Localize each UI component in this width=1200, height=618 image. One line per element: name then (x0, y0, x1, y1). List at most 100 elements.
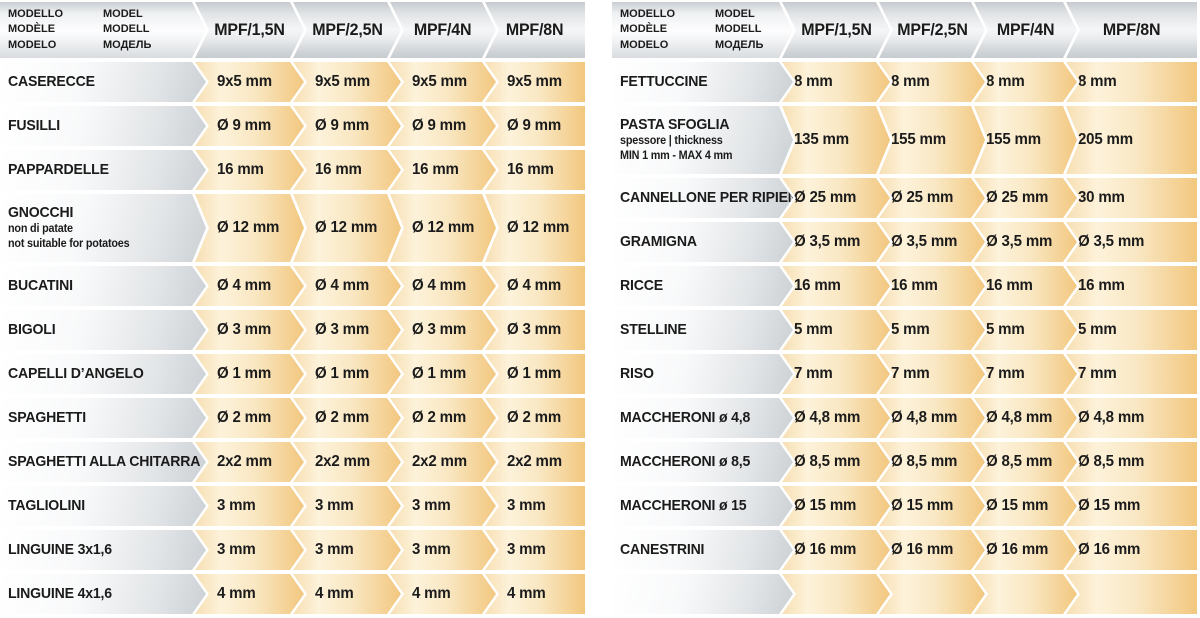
row-value-cell: 30 mm (1066, 178, 1197, 218)
row-value-cell (782, 574, 890, 614)
row-value-cell: Ø 25 mm (974, 178, 1077, 218)
row-value-cell: 8 mm (782, 62, 890, 102)
row-value-cell: Ø 3,5 mm (974, 222, 1077, 262)
row-value: Ø 3 mm (315, 321, 370, 338)
row-value: 5 mm (794, 321, 833, 338)
model-legend: MODELLO MODÈLE MODELO MODEL MODELL МОДЕЛ… (0, 2, 206, 58)
row-label: FUSILLI (8, 117, 60, 134)
row-value: 2x2 mm (507, 453, 562, 470)
row-value: 5 mm (891, 321, 930, 338)
row-label: STELLINE (620, 321, 687, 338)
row-value-cell: Ø 3 mm (390, 310, 496, 350)
row-value-cell: 5 mm (782, 310, 890, 350)
table-row: MACCHERONI ø 15 Ø 15 mm Ø 15 mm Ø 15 mm Ø 15… (612, 486, 1197, 526)
model-legend: MODELLO MODÈLE MODELO MODEL MODELL МОДЕЛ… (612, 2, 793, 58)
row-value-cell: Ø 12 mm (485, 194, 585, 262)
table-row: MACCHERONI ø 8,5 Ø 8,5 mm Ø 8,5 mm Ø 8,5 mm… (612, 442, 1197, 482)
row-value: 4 mm (217, 585, 256, 602)
row-value: 3 mm (412, 497, 451, 514)
row-value-cell: 16 mm (974, 266, 1077, 306)
row-value-cell: 16 mm (195, 150, 304, 190)
table-row: LINGUINE 3x1,6 3 mm 3 mm 3 mm 3 mm (0, 530, 585, 570)
row-value-cell: Ø 4,8 mm (974, 398, 1077, 438)
row-value-cell: Ø 1 mm (293, 354, 401, 394)
row-value: Ø 12 mm (315, 219, 378, 236)
model-name: MPF/2,5N (311, 20, 383, 39)
table-row (612, 574, 1197, 614)
row-label-cell: CANNELLONE PER RIPIENO (612, 178, 793, 218)
table-row: MACCHERONI ø 4,8 Ø 4,8 mm Ø 4,8 mm Ø 4,8 mm… (612, 398, 1197, 438)
row-value: Ø 4 mm (507, 277, 562, 294)
row-value: 8 mm (1078, 73, 1117, 90)
row-value: 8 mm (891, 73, 930, 90)
row-label: CASERECCE (8, 73, 95, 90)
row-value-cell: Ø 9 mm (485, 106, 585, 146)
column-header-model: MPF/2,5N (879, 2, 985, 58)
row-value-cell: 155 mm (879, 106, 985, 174)
row-value-cell: 9x5 mm (390, 62, 496, 102)
row-label: MACCHERONI ø 4,8 (620, 409, 751, 426)
model-name: MPF/4N (996, 20, 1055, 39)
row-value-cell: Ø 4 mm (293, 266, 401, 306)
row-label-cell: MACCHERONI ø 4,8 (612, 398, 793, 438)
legend-text: MODELLO (620, 8, 675, 21)
row-value: Ø 16 mm (1078, 541, 1141, 558)
row-value-cell: Ø 9 mm (293, 106, 401, 146)
row-label-cell: FETTUCCINE (612, 62, 793, 102)
row-label-cell: CASERECCE (0, 62, 206, 102)
row-value: 4 mm (315, 585, 354, 602)
row-value: Ø 8,5 mm (794, 453, 861, 470)
row-sublabel: MIN 1 mm - MAX 4 mm (620, 150, 733, 162)
row-label-cell: SPAGHETTI ALLA CHITARRA (0, 442, 206, 482)
row-value-cell: Ø 25 mm (782, 178, 890, 218)
row-value-cell: 9x5 mm (293, 62, 401, 102)
row-value: 155 mm (986, 131, 1041, 148)
row-value: Ø 4,8 mm (1078, 409, 1145, 426)
row-label-cell: RICCE (612, 266, 793, 306)
row-value-cell: 3 mm (485, 486, 585, 526)
column-header-model: MPF/8N (485, 2, 585, 58)
row-value-cell: 3 mm (195, 486, 304, 526)
row-label-cell: RISO (612, 354, 793, 394)
row-value: Ø 15 mm (891, 497, 954, 514)
row-value-cell: Ø 8,5 mm (782, 442, 890, 482)
row-label-cell: SPAGHETTI (0, 398, 206, 438)
table-row: CASERECCE 9x5 mm 9x5 mm 9x5 mm 9x5 mm (0, 62, 585, 102)
row-value-cell: Ø 12 mm (195, 194, 304, 262)
table-body: CASERECCE 9x5 mm 9x5 mm 9x5 mm 9x5 mm FUSILLI… (0, 62, 585, 614)
row-value-cell: Ø 4,8 mm (879, 398, 985, 438)
legend-column-2: MODEL MODELL МОДЕЛЬ (103, 8, 151, 52)
row-value: Ø 4 mm (412, 277, 467, 294)
legend-text: МОДЕЛЬ (103, 38, 152, 51)
row-value: Ø 12 mm (412, 219, 475, 236)
row-value-cell: 3 mm (390, 486, 496, 526)
row-value-cell: Ø 8,5 mm (879, 442, 985, 482)
row-value-cell: Ø 8,5 mm (974, 442, 1077, 482)
row-label-cell: PAPPARDELLE (0, 150, 206, 190)
row-value-cell: Ø 2 mm (195, 398, 304, 438)
row-value: Ø 2 mm (315, 409, 370, 426)
row-value-cell: Ø 15 mm (782, 486, 890, 526)
row-value-cell: Ø 15 mm (974, 486, 1077, 526)
row-label: BUCATINI (8, 277, 73, 294)
table-row: SPAGHETTI Ø 2 mm Ø 2 mm Ø 2 mm Ø 2 mm (0, 398, 585, 438)
row-label: GRAMIGNA (620, 233, 697, 250)
row-value-cell: 8 mm (879, 62, 985, 102)
table-row: CANESTRINI Ø 16 mm Ø 16 mm Ø 16 mm Ø 16 mm (612, 530, 1197, 570)
row-value-cell: Ø 16 mm (1066, 530, 1197, 570)
row-sublabel: spessore | thickness (620, 134, 723, 147)
column-header-model: MPF/8N (1066, 2, 1197, 58)
row-value: 135 mm (794, 131, 849, 148)
row-value-cell: 4 mm (390, 574, 496, 614)
row-value: 30 mm (1078, 189, 1125, 206)
legend-text: MODELL (103, 23, 150, 36)
row-label-cell: BIGOLI (0, 310, 206, 350)
row-value: Ø 3,5 mm (986, 233, 1053, 250)
row-value-cell: 205 mm (1066, 106, 1197, 174)
row-value-cell (974, 574, 1077, 614)
row-value-cell: 3 mm (293, 486, 401, 526)
column-header-model: MPF/1,5N (782, 2, 890, 58)
row-value-cell: 3 mm (293, 530, 401, 570)
table-row: SPAGHETTI ALLA CHITARRA 2x2 mm 2x2 mm 2x2 m… (0, 442, 585, 482)
row-value: Ø 15 mm (794, 497, 857, 514)
